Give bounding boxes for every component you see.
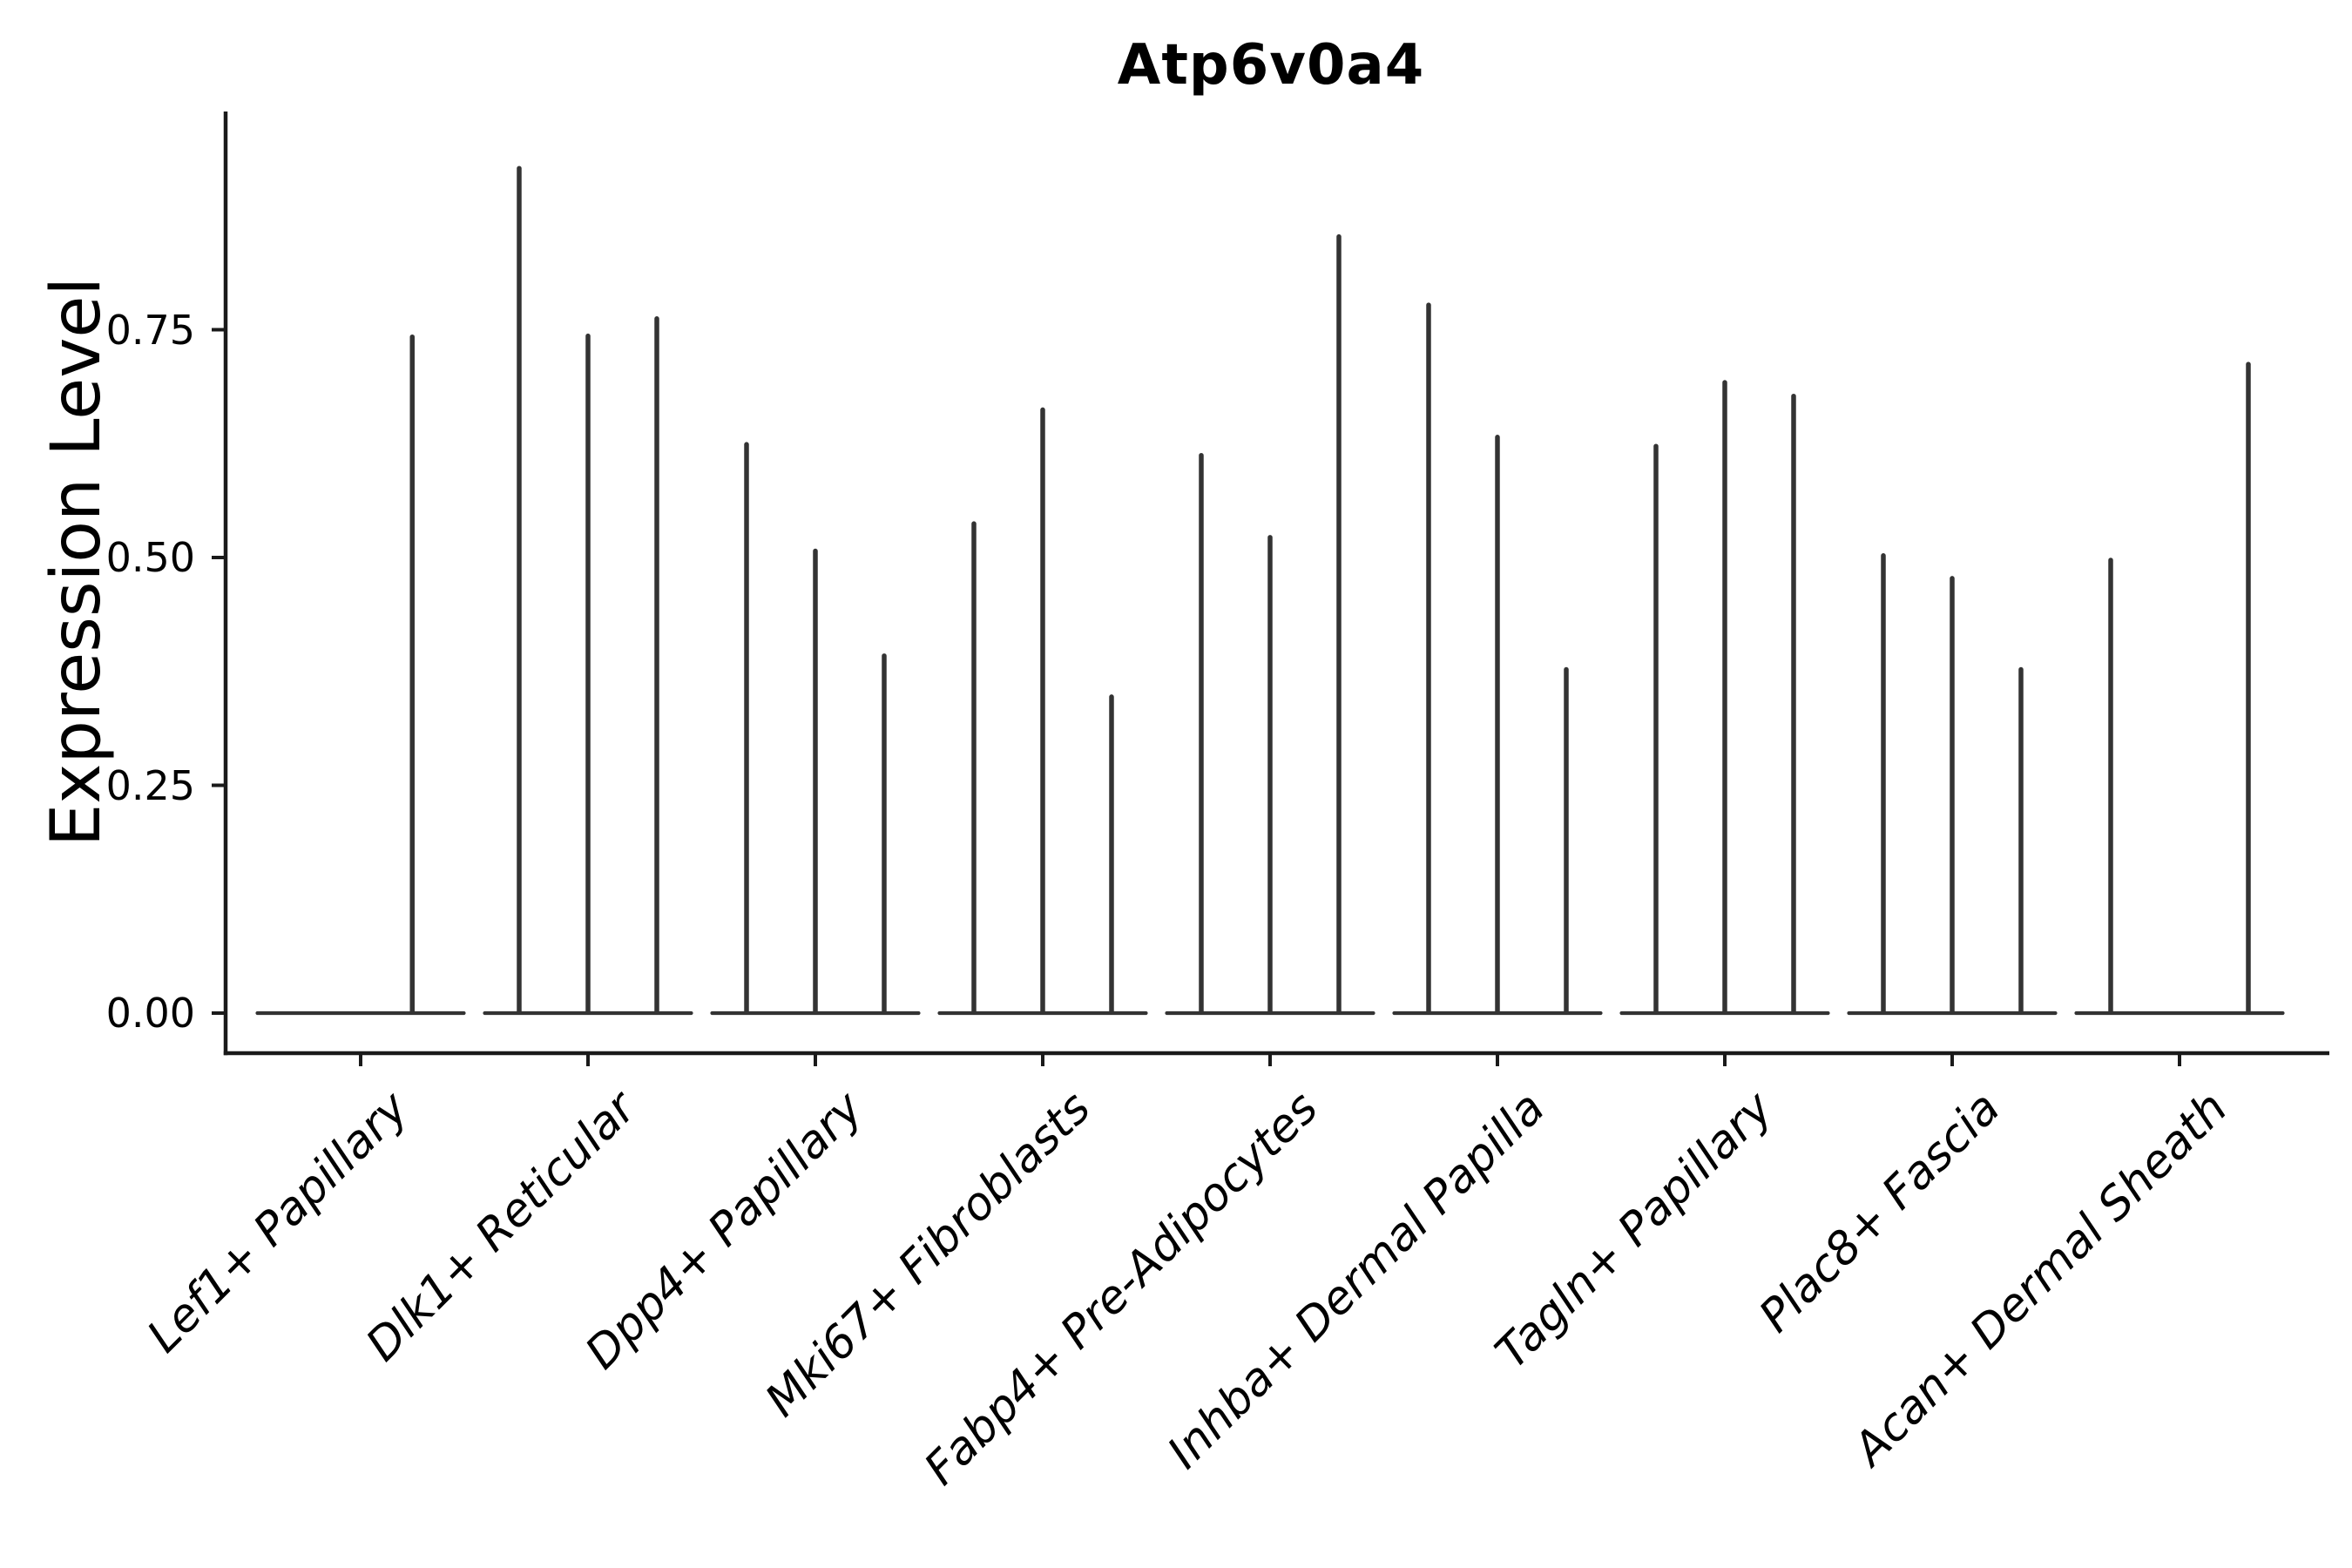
y-tick-label: 0.75 — [105, 306, 195, 354]
y-tick-label: 0.00 — [105, 990, 195, 1037]
chart-title: Atp6v0a4 — [1117, 33, 1425, 98]
y-tick-label: 0.25 — [105, 761, 195, 809]
y-tick-label: 0.50 — [105, 534, 195, 581]
